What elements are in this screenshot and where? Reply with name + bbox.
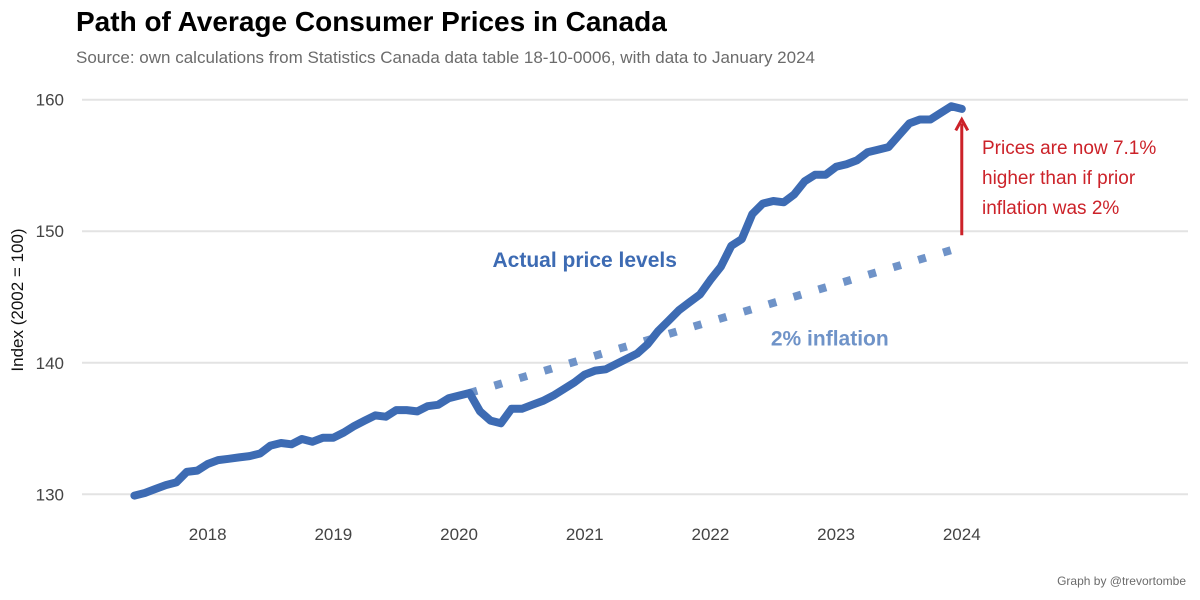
- y-tick-label-160: 160: [36, 91, 64, 110]
- x-tick-label-2022: 2022: [691, 525, 729, 544]
- y-tick-label-140: 140: [36, 354, 64, 373]
- series-lines: [130, 102, 966, 500]
- x-tick-label-2020: 2020: [440, 525, 478, 544]
- gap-annotation-line-1: Prices are now 7.1%: [982, 138, 1156, 159]
- gap-annotation-line-3: inflation was 2%: [982, 198, 1119, 219]
- chart-subtitle: Source: own calculations from Statistics…: [76, 48, 815, 67]
- x-tick-label-2023: 2023: [817, 525, 855, 544]
- y-axis-ticks: 130 140 150 160: [36, 91, 64, 505]
- trend-series-label: 2% inflation: [771, 328, 889, 351]
- x-tick-label-2021: 2021: [566, 525, 604, 544]
- annotations: Actual price levels 2% inflation Prices …: [493, 116, 1156, 351]
- x-axis-ticks: 2018 2019 2020 2021 2022 2023 2024: [189, 525, 981, 544]
- graph-credit: Graph by @trevortombe: [1057, 574, 1186, 588]
- gridlines: [82, 98, 1188, 496]
- actual-series-label: Actual price levels: [493, 249, 677, 272]
- x-tick-label-2024: 2024: [943, 525, 981, 544]
- chart-title: Path of Average Consumer Prices in Canad…: [76, 6, 667, 37]
- x-tick-label-2019: 2019: [314, 525, 352, 544]
- gap-arrowhead: [954, 116, 970, 132]
- gap-annotation-line-2: higher than if prior: [982, 168, 1136, 189]
- y-tick-label-130: 130: [36, 485, 64, 504]
- y-tick-label-150: 150: [36, 222, 64, 241]
- actual-series-line: [130, 102, 966, 500]
- x-tick-label-2018: 2018: [189, 525, 227, 544]
- trend-series-line: [468, 243, 963, 397]
